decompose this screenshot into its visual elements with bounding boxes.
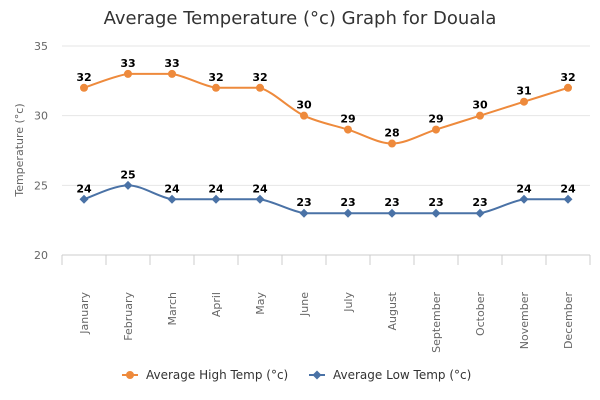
y-tick-label: 30 (34, 110, 48, 123)
x-tick-label: January (78, 292, 91, 335)
data-label: 33 (120, 57, 135, 70)
data-point-marker[interactable] (80, 83, 88, 92)
data-label: 32 (252, 71, 267, 84)
data-label: 29 (340, 113, 355, 126)
data-point-marker[interactable] (212, 83, 220, 92)
x-tick-label: September (430, 292, 443, 353)
y-tick-label: 25 (34, 179, 48, 192)
data-label: 29 (428, 113, 443, 126)
data-point-marker[interactable] (124, 69, 132, 78)
data-point-marker[interactable] (387, 208, 397, 218)
legend-item-0[interactable]: Average High Temp (°c) (122, 368, 288, 382)
data-label: 32 (76, 71, 91, 84)
data-label: 24 (252, 182, 268, 195)
data-label: 32 (208, 71, 223, 84)
data-point-marker[interactable] (300, 111, 308, 120)
data-point-marker[interactable] (520, 97, 528, 106)
data-label: 24 (560, 182, 576, 195)
legend-label: Average Low Temp (°c) (333, 368, 471, 382)
data-point-marker[interactable] (388, 139, 396, 148)
data-label: 30 (296, 99, 312, 112)
data-point-marker[interactable] (344, 125, 352, 134)
data-label: 31 (516, 85, 531, 98)
x-tick-label: July (342, 292, 355, 313)
data-point-marker[interactable] (167, 194, 177, 204)
data-point-marker[interactable] (564, 83, 572, 92)
data-label: 23 (296, 196, 311, 209)
data-label: 28 (384, 127, 399, 140)
series-line (83, 72, 569, 145)
data-point-marker[interactable] (255, 194, 265, 204)
series-0 (80, 69, 572, 148)
legend-marker (126, 371, 134, 379)
data-point-marker[interactable] (256, 83, 264, 92)
y-axis-title: Temperature (°c) (13, 103, 26, 197)
data-label: 32 (560, 71, 575, 84)
data-label: 33 (164, 57, 179, 70)
data-point-marker[interactable] (475, 208, 485, 218)
data-label: 24 (208, 182, 224, 195)
data-point-marker[interactable] (123, 180, 133, 190)
data-point-marker[interactable] (299, 208, 309, 218)
data-labels: 32 33 33 32 32 30 29 28 29 30 31 32 24 25 24 24 24 23 23 23… (76, 57, 576, 209)
data-point-marker[interactable] (519, 194, 529, 204)
data-point-marker[interactable] (563, 194, 573, 204)
data-point-marker[interactable] (343, 208, 353, 218)
series-line (83, 184, 568, 215)
data-label: 23 (384, 196, 399, 209)
data-point-marker[interactable] (432, 125, 440, 134)
x-tick-label: December (562, 292, 575, 350)
x-tick-label: August (386, 291, 399, 330)
data-label: 24 (516, 182, 532, 195)
data-point-marker[interactable] (431, 208, 441, 218)
legend-label: Average High Temp (°c) (146, 368, 288, 382)
x-tick-label: March (166, 292, 179, 326)
y-tick-label: 20 (34, 249, 48, 262)
chart-title: Average Temperature (°c) Graph for Doual… (104, 8, 497, 29)
data-label: 23 (428, 196, 443, 209)
gridlines (62, 45, 590, 186)
data-point-marker[interactable] (168, 69, 176, 78)
data-label: 23 (340, 196, 355, 209)
x-tick-label: November (518, 292, 531, 350)
axes: 20 25 30 35 January February March April May June… (34, 40, 591, 353)
data-label: 25 (120, 168, 135, 181)
data-point-marker[interactable] (476, 111, 484, 120)
x-tick-label: April (210, 292, 223, 317)
data-label: 24 (164, 182, 180, 195)
legend-item-1[interactable]: Average Low Temp (°c) (309, 368, 471, 382)
x-tick-label: June (298, 292, 311, 317)
series-group (79, 69, 573, 218)
data-label: 24 (76, 182, 92, 195)
data-point-marker[interactable] (79, 194, 89, 204)
data-point-marker[interactable] (211, 194, 221, 204)
legend[interactable]: Average High Temp (°c) Average Low Temp (… (122, 368, 471, 382)
data-label: 30 (472, 99, 488, 112)
x-tick-label: May (254, 292, 267, 315)
x-tick-label: October (474, 292, 487, 336)
data-label: 23 (472, 196, 487, 209)
legend-marker (312, 370, 322, 380)
x-tick-label: February (122, 292, 135, 341)
y-tick-label: 35 (34, 40, 48, 53)
series-1 (79, 180, 573, 218)
